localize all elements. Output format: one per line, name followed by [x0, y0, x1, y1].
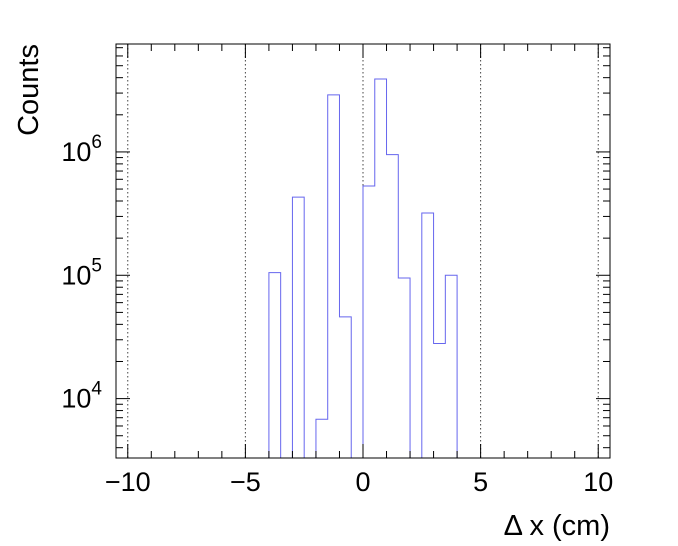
histogram-series [268, 78, 458, 459]
y-axis-ticks: 104 105 106 [61, 47, 610, 449]
histogram-outline [268, 78, 458, 459]
x-tick-label-4: 10 [583, 467, 613, 497]
x-tick-label-0: −10 [105, 467, 151, 497]
y-tick-label-1: 105 [61, 255, 102, 290]
y-axis-title: Counts [13, 44, 45, 136]
x-tick-label-2: 0 [355, 467, 370, 497]
y-tick-label-0: 104 [61, 379, 102, 414]
x-tick-label-1: −5 [230, 467, 261, 497]
y-tick-label-2: 106 [61, 132, 102, 167]
x-axis-title: Δ x (cm) [504, 510, 610, 542]
x-tick-label-3: 5 [473, 467, 488, 497]
x-axis-ticks: −10 −5 0 5 10 [105, 44, 613, 497]
